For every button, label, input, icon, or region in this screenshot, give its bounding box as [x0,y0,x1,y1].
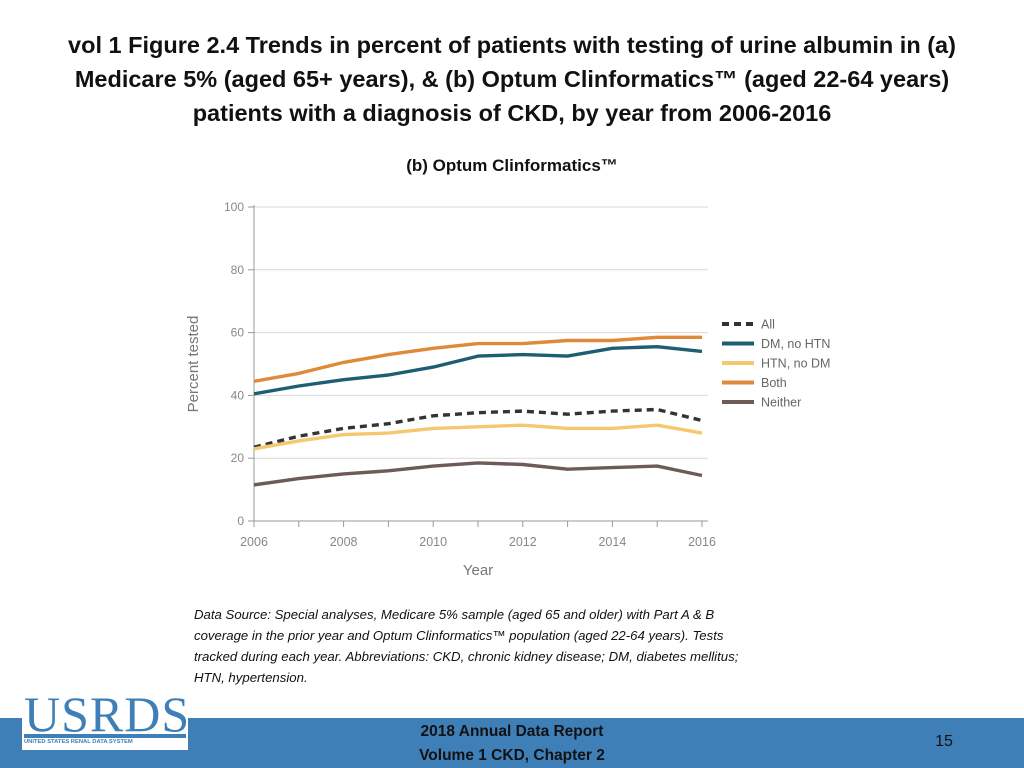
title-line: patients with a diagnosis of CKD, by yea… [192,100,832,126]
title-line: Medicare 5% (aged 65+ years), & (b) Optu… [74,66,950,92]
series-line-both [253,335,702,383]
y-tick-label: 80 [231,263,245,277]
footnote-line: coverage in the prior year and Optum Cli… [194,628,724,643]
series-line-neither [253,461,703,487]
x-axis-title: Year [463,562,493,579]
footer-report-label: 2018 Annual Data Report Volume 1 CKD, Ch… [312,720,712,768]
series-line-dm-no-htn [253,345,703,396]
series-line-all [253,407,703,449]
y-tick-label: 20 [231,451,245,465]
x-tick-label: 2006 [240,535,268,549]
y-tick-label: 0 [237,514,244,528]
series-line-htn-no-dm [253,423,703,451]
x-tick-label: 2008 [330,535,358,549]
legend-label-both: Both [761,376,787,390]
axes: 0 20 40 60 80 100 2006 2008 2010 2012 2014 2016 Year… [185,200,716,579]
legend-label-all: All [761,318,775,332]
legend-label-htn-no-dm: HTN, no DM [761,357,830,371]
logo-text: USRDS [24,686,191,742]
footnote-line: HTN, hypertension. [194,670,308,685]
data-source-footnote: Data Source: Special analyses, Medicare … [194,604,844,688]
logo-underline [24,734,186,738]
footer-line-2: Volume 1 CKD, Chapter 2 [419,747,605,764]
y-tick-label: 100 [224,200,244,214]
x-tick-label: 2014 [598,535,626,549]
y-axis-title: Percent tested [185,316,202,413]
footnote-line: tracked during each year. Abbreviations:… [194,649,739,664]
page-number: 15 [935,733,953,750]
usrds-logo: USRDS UNITED STATES RENAL DATA SYSTEM [22,686,189,750]
legend: All DM, no HTN HTN, no DM Both Neither [722,318,830,410]
x-tick-label: 2010 [419,535,447,549]
legend-label-neither: Neither [761,396,801,410]
grid-lines [254,206,708,459]
slide-title: vol 1 Figure 2.4 Trends in percent of pa… [10,28,1014,130]
y-tick-label: 60 [231,326,245,340]
chart-title: (b) Optum Clinformatics™ [406,156,618,175]
series-lines [253,335,703,487]
line-chart: 0 20 40 60 80 100 2006 2008 2010 2012 2014 2016 Year… [185,200,830,579]
footnote-line: Data Source: Special analyses, Medicare … [194,607,715,622]
footer-line-1: 2018 Annual Data Report [420,723,604,740]
logo-subtitle: UNITED STATES RENAL DATA SYSTEM [24,739,133,745]
legend-label-dm-no-htn: DM, no HTN [761,337,830,351]
y-tick-label: 40 [231,388,245,402]
title-line: vol 1 Figure 2.4 Trends in percent of pa… [68,32,956,58]
x-tick-label: 2016 [688,535,716,549]
x-tick-label: 2012 [509,535,537,549]
